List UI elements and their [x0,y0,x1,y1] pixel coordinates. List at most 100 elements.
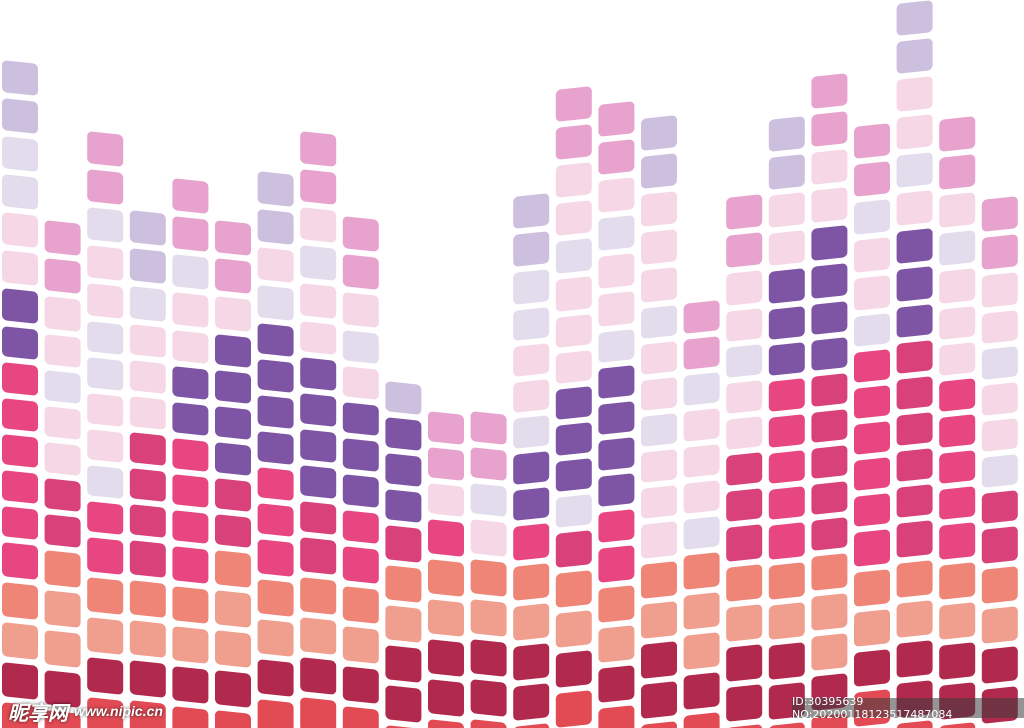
equalizer-cell [2,702,38,728]
equalizer-cell [598,215,635,251]
equalizer-cell [683,632,720,670]
equalizer-cell [726,232,763,268]
equalizer-cell [300,131,337,167]
equalizer-cell [87,169,124,205]
equalizer-cell [641,191,677,227]
equalizer-cell [768,230,805,266]
equalizer-cell [726,524,763,562]
equalizer-cell [172,706,209,728]
equalizer-cell [215,406,251,440]
equalizer-cell [300,245,337,281]
equalizer-cell [854,493,890,527]
equalizer-cell [44,590,81,628]
equalizer-cell [726,604,763,642]
equalizer-cell [215,334,251,368]
equalizer-cell [2,136,38,172]
equalizer-cell [513,523,550,561]
equalizer-cell [683,444,720,478]
equalizer-cell [896,0,933,36]
equalizer-cell [342,330,379,364]
equalizer-cell [129,660,166,698]
equalizer-cell [44,478,81,512]
equalizer-cell [854,649,890,687]
equalizer-cell [300,357,337,391]
equalizer-cell [87,501,124,535]
equalizer-cell [2,212,38,248]
equalizer-cell [342,666,379,704]
equalizer-cell [981,346,1018,380]
equalizer-cell [683,480,720,514]
equalizer-cell [215,514,251,548]
equalizer-cell [939,306,976,340]
equalizer-cell [555,200,592,236]
equalizer-cell [939,116,976,152]
equalizer-cell [257,619,294,657]
equalizer-cell [896,376,933,410]
equalizer-cell [2,98,38,134]
equalizer-cell [172,510,209,544]
equalizer-cell [896,76,933,112]
equalizer-cell [215,550,251,588]
equalizer-cell [2,506,38,540]
equalizer-cell [683,592,720,630]
equalizer-cell [428,599,464,637]
equalizer-cell [2,398,38,432]
equalizer-cell [555,238,592,274]
equalizer-cell [768,192,805,228]
equalizer-cell [598,705,635,728]
equalizer-cell [939,378,976,412]
equalizer-cell [811,337,848,371]
equalizer-cell [44,514,81,548]
equalizer-cell [2,582,38,620]
equalizer-cell [215,442,251,476]
equalizer-cell [257,579,294,617]
equalizer-cell [2,288,38,324]
equalizer-cell [129,620,166,658]
equalizer-cell [854,161,890,197]
equalizer-cell [768,642,805,680]
equalizer-cell [257,659,294,697]
equalizer-cell [683,516,720,550]
equalizer-cell [129,504,166,538]
equalizer-cell [768,450,805,484]
watermark-site: www.nipic.cn [74,703,163,719]
equalizer-cell [513,307,550,341]
equalizer-cell [768,562,805,600]
equalizer-cell [300,321,337,355]
equalizer-cell [300,697,337,728]
equalizer-cell [2,60,38,96]
equalizer-cell [428,483,464,517]
equalizer-cell [172,178,209,214]
equalizer-cell [854,457,890,491]
equalizer-cell [726,308,763,342]
equalizer-cell [428,679,464,717]
equalizer-cell [598,509,635,543]
equalizer-cell [2,662,38,700]
equalizer-cell [385,685,422,723]
equalizer-cell [768,268,805,304]
equalizer-cell [44,442,81,476]
equalizer-cell [555,650,592,688]
equalizer-cell [215,710,251,728]
equalizer-cell [555,350,592,384]
equalizer-cell [470,599,507,637]
equalizer-cell [300,207,337,243]
equalizer-cell [854,275,890,311]
equalizer-cell [683,300,720,334]
equalizer-cell [129,248,166,284]
equalizer-cell [555,610,592,648]
equalizer-cell [854,385,890,419]
equalizer-cell [300,393,337,427]
equalizer-cell [598,473,635,507]
equalizer-cell [172,626,209,664]
equalizer-cell [385,525,422,563]
equalizer-cell [641,115,677,151]
equalizer-cell [726,644,763,682]
equalizer-cell [87,393,124,427]
equalizer-cell [854,569,890,607]
equalizer-cell [470,719,507,728]
equalizer-cell [215,258,251,294]
equalizer-cell [257,395,294,429]
equalizer-cell [811,445,848,479]
equalizer-cell [215,296,251,332]
